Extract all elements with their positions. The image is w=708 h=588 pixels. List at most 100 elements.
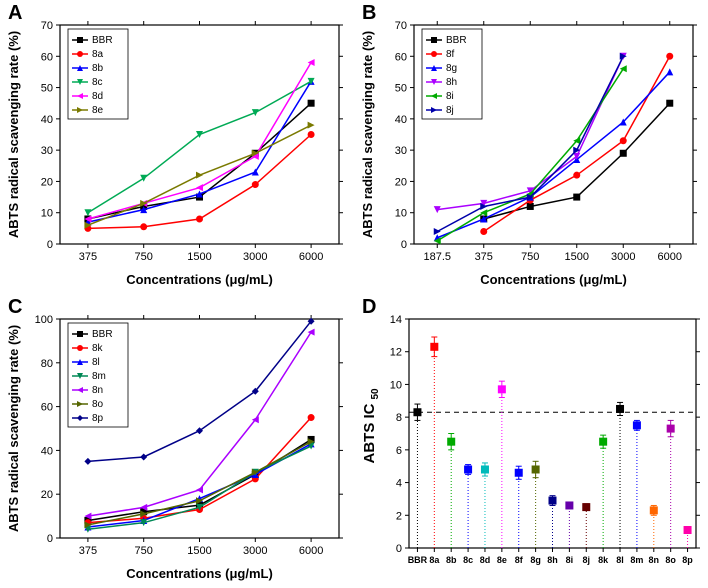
figure: A 010203040506070375750150030006000Conce… <box>0 0 708 588</box>
svg-text:375: 375 <box>475 251 493 263</box>
svg-text:60: 60 <box>41 51 53 63</box>
svg-text:8n: 8n <box>92 385 103 396</box>
svg-text:70: 70 <box>41 20 53 32</box>
svg-text:375: 375 <box>79 545 97 557</box>
svg-text:8p: 8p <box>92 413 104 424</box>
svg-text:375: 375 <box>79 251 97 263</box>
svg-text:100: 100 <box>35 314 53 326</box>
svg-text:Concentrations (μg/mL): Concentrations (μg/mL) <box>126 272 273 287</box>
panel-b-label: B <box>362 2 376 25</box>
svg-text:10: 10 <box>41 208 53 220</box>
svg-text:750: 750 <box>135 251 153 263</box>
svg-text:8e: 8e <box>497 555 507 565</box>
svg-text:8k: 8k <box>598 555 609 565</box>
svg-text:ABTS radical scavenging rate (: ABTS radical scavenging rate (%) <box>360 31 375 238</box>
svg-text:8j: 8j <box>583 555 591 565</box>
svg-text:0: 0 <box>401 239 407 251</box>
svg-text:80: 80 <box>41 358 53 370</box>
svg-text:8m: 8m <box>92 371 106 382</box>
panel-a: A 0 10 20 30 40 50 60 70 375 750 1500 3000 6000 Conce… <box>0 0 354 294</box>
svg-text:40: 40 <box>395 114 407 126</box>
svg-text:8d: 8d <box>92 91 103 102</box>
svg-text:8l: 8l <box>92 357 100 368</box>
svg-text:12: 12 <box>390 347 402 359</box>
svg-text:3000: 3000 <box>611 251 635 263</box>
svg-text:BBR: BBR <box>92 35 113 46</box>
panel-b: B 010203040506070187.5375750150030006000… <box>354 0 708 294</box>
svg-text:50: 50 <box>370 388 381 400</box>
svg-text:20: 20 <box>395 176 407 188</box>
svg-text:10: 10 <box>395 208 407 220</box>
svg-text:6000: 6000 <box>299 251 323 263</box>
svg-text:20: 20 <box>41 176 53 188</box>
panel-a-plot: 0 10 20 30 40 50 60 70 375 750 1500 3000 6000 Concent… <box>0 0 354 294</box>
svg-text:1500: 1500 <box>187 545 211 557</box>
svg-text:40: 40 <box>41 114 53 126</box>
svg-text:20: 20 <box>41 489 53 501</box>
svg-text:8f: 8f <box>515 555 524 565</box>
svg-text:3000: 3000 <box>243 251 267 263</box>
svg-text:8g: 8g <box>530 555 541 565</box>
svg-text:8o: 8o <box>665 555 676 565</box>
svg-text:8h: 8h <box>547 555 558 565</box>
svg-text:70: 70 <box>395 20 407 32</box>
svg-text:8n: 8n <box>649 555 660 565</box>
svg-text:1500: 1500 <box>565 251 589 263</box>
svg-text:750: 750 <box>135 545 153 557</box>
svg-text:8m: 8m <box>630 555 643 565</box>
svg-text:30: 30 <box>41 145 53 157</box>
svg-text:8j: 8j <box>446 105 454 116</box>
svg-text:8e: 8e <box>92 105 104 116</box>
svg-text:ABTS radical scavenging rate (: ABTS radical scavenging rate (%) <box>6 31 21 238</box>
svg-text:8c: 8c <box>463 555 473 565</box>
svg-text:30: 30 <box>395 145 407 157</box>
svg-text:ABTS radical scavenging rate (: ABTS radical scavenging rate (%) <box>6 325 21 532</box>
svg-text:8a: 8a <box>92 49 104 60</box>
svg-text:0: 0 <box>396 543 402 555</box>
svg-text:60: 60 <box>395 51 407 63</box>
svg-text:50: 50 <box>41 83 53 95</box>
svg-text:6: 6 <box>396 445 402 457</box>
svg-text:1500: 1500 <box>187 251 211 263</box>
svg-text:8b: 8b <box>92 63 104 74</box>
svg-text:3000: 3000 <box>243 545 267 557</box>
svg-text:8b: 8b <box>446 555 457 565</box>
svg-text:8l: 8l <box>616 555 624 565</box>
svg-text:8g: 8g <box>446 63 457 74</box>
svg-text:8a: 8a <box>429 555 440 565</box>
svg-text:8h: 8h <box>446 77 457 88</box>
svg-text:8p: 8p <box>682 555 693 565</box>
svg-text:8: 8 <box>396 412 402 424</box>
svg-text:0: 0 <box>47 239 53 251</box>
panel-c: C 0 20 40 60 80 100 375 750 1500 3000 6000 Concentr… <box>0 294 354 588</box>
svg-text:8f: 8f <box>446 49 455 60</box>
panel-d-plot: 02468101214BBR8a8b8c8d8e8f8g8h8i8j8k8l8m… <box>354 294 708 588</box>
panel-d-label: D <box>362 296 376 319</box>
svg-text:14: 14 <box>390 314 402 326</box>
svg-text:6000: 6000 <box>299 545 323 557</box>
svg-text:4: 4 <box>396 478 402 490</box>
svg-text:8o: 8o <box>92 399 104 410</box>
svg-text:6000: 6000 <box>658 251 682 263</box>
panel-a-label: A <box>8 2 22 25</box>
svg-text:BBR: BBR <box>408 555 428 565</box>
svg-text:0: 0 <box>47 533 53 545</box>
svg-text:40: 40 <box>41 445 53 457</box>
svg-text:BBR: BBR <box>446 35 467 46</box>
svg-text:750: 750 <box>521 251 539 263</box>
panel-c-plot: 0 20 40 60 80 100 375 750 1500 3000 6000 Concentrat… <box>0 294 354 588</box>
svg-text:8k: 8k <box>92 343 104 354</box>
svg-text:Concentrations (μg/mL): Concentrations (μg/mL) <box>126 566 273 581</box>
svg-text:8i: 8i <box>446 91 454 102</box>
panel-d: D 02468101214BBR8a8b8c8d8e8f8g8h8i8j8k8l… <box>354 294 708 588</box>
panel-c-label: C <box>8 296 22 319</box>
svg-text:60: 60 <box>41 402 53 414</box>
svg-text:50: 50 <box>395 83 407 95</box>
svg-text:8c: 8c <box>92 77 103 88</box>
svg-text:2: 2 <box>396 510 402 522</box>
svg-text:8d: 8d <box>480 555 491 565</box>
svg-text:8i: 8i <box>566 555 574 565</box>
svg-text:ABTS IC: ABTS IC <box>361 403 378 463</box>
panel-b-plot: 010203040506070187.5375750150030006000Co… <box>354 0 708 294</box>
svg-text:187.5: 187.5 <box>423 251 451 263</box>
